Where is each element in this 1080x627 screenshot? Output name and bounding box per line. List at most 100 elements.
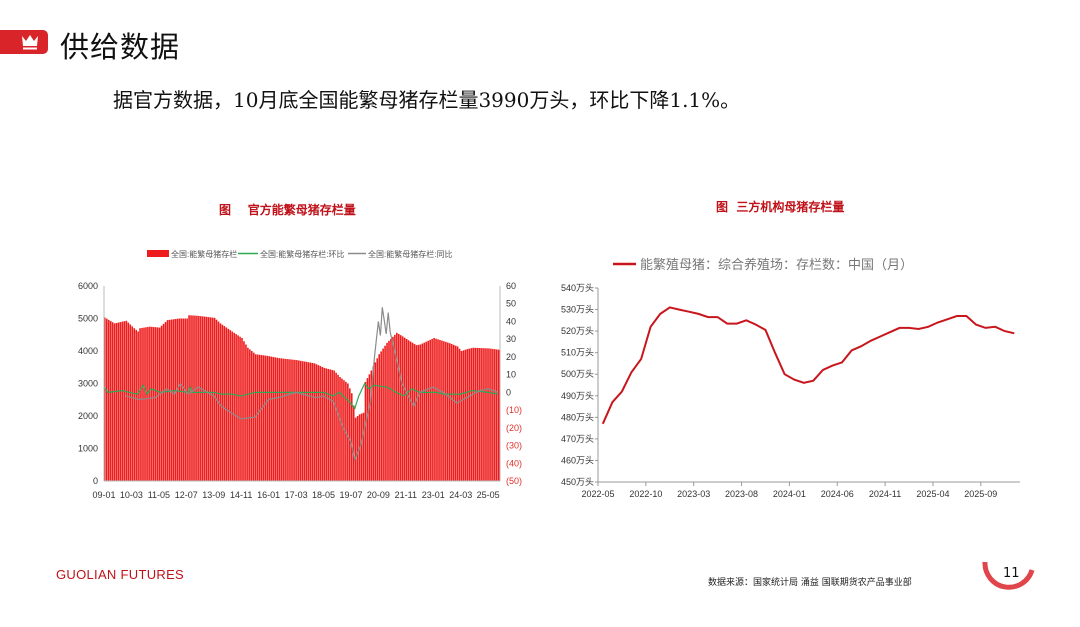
bar [354, 417, 357, 481]
line-series-sow-inventory [601, 306, 1015, 425]
bar [141, 327, 143, 481]
y-tick: 540万头 [561, 283, 594, 293]
bar [137, 331, 139, 481]
bar [211, 317, 214, 481]
crown-icon [22, 35, 38, 50]
bar [307, 362, 310, 481]
bar [133, 328, 135, 481]
bar [411, 342, 414, 481]
bar [303, 361, 306, 481]
y-tick-left: 3000 [78, 379, 98, 389]
bar [278, 358, 281, 481]
bar [482, 348, 484, 481]
bar [366, 378, 369, 481]
bar [329, 369, 331, 481]
x-tick: 2025-04 [916, 489, 949, 499]
bar [251, 351, 253, 481]
x-tick: 2024-11 [869, 489, 901, 499]
bar [282, 358, 284, 481]
bar [294, 359, 296, 481]
bar [174, 319, 177, 481]
bar [258, 354, 261, 481]
brand-name: GUOLIAN FUTURES [56, 567, 185, 582]
y-tick-left: 6000 [78, 281, 98, 291]
bar [186, 318, 188, 481]
bar [407, 340, 410, 481]
x-tick: 2022-10 [629, 489, 662, 499]
bar [162, 323, 165, 481]
bar [470, 348, 473, 481]
bar [192, 315, 194, 481]
bar [143, 327, 145, 481]
bar [245, 344, 247, 481]
bar [460, 351, 463, 481]
y-tick-right: 0 [506, 387, 511, 397]
bar [364, 381, 367, 481]
bar [305, 361, 308, 481]
x-tick: 10-03 [120, 490, 143, 500]
y-tick-right: (50) [506, 476, 522, 486]
bar [396, 332, 398, 481]
bar [388, 340, 390, 481]
x-tick: 23-01 [422, 490, 445, 500]
chart2-third-party-sow-inventory: 能繁殖母猪：综合养殖场：存栏数：中国（月） 450万头 460万头 470万头 480万… [561, 257, 1020, 499]
y-tick: 450万头 [561, 477, 594, 487]
bar [288, 359, 290, 481]
bar [317, 365, 320, 481]
bar [221, 324, 224, 481]
bar [458, 348, 461, 481]
chart1-official-sow-inventory: 全国:能繁母猪存栏 全国:能繁母猪存栏:环比 全国:能繁母猪存栏:同比 0 1000 20… [78, 249, 522, 500]
bar [468, 348, 471, 481]
y-tick-right: 60 [506, 281, 516, 291]
bar [488, 348, 490, 481]
bar [119, 322, 122, 481]
bar [121, 321, 124, 481]
bar [347, 383, 349, 481]
legend-label: 全国:能繁母猪存栏:同比 [368, 249, 452, 259]
bar [476, 347, 478, 481]
x-tick: 16-01 [257, 490, 280, 500]
bar [239, 336, 241, 481]
bar [139, 328, 141, 481]
bar [229, 330, 232, 481]
bar [439, 339, 441, 481]
bar [356, 416, 359, 481]
bar [452, 344, 455, 481]
bar [276, 357, 279, 481]
bar [198, 315, 200, 481]
bar [417, 344, 420, 481]
x-tick: 24-03 [449, 490, 472, 500]
y-tick-left: 4000 [78, 346, 98, 356]
legend-label: 全国:能繁母猪存栏 [171, 249, 237, 259]
x-tick: 17-03 [285, 490, 308, 500]
bar [286, 359, 288, 481]
bar [427, 340, 429, 481]
bar [200, 316, 202, 481]
x-tick: 2025-09 [964, 489, 997, 499]
bar [360, 413, 363, 481]
bar [311, 362, 314, 481]
page-number: 11 [1003, 566, 1020, 581]
bar [168, 319, 171, 481]
bar [235, 334, 237, 481]
bar [497, 349, 500, 481]
bar [380, 351, 382, 481]
bar [203, 316, 206, 481]
bar [339, 377, 341, 481]
y-tick: 480万头 [561, 412, 594, 422]
bar [213, 317, 216, 481]
bar [190, 315, 192, 481]
bar [319, 366, 322, 481]
y-tick-right: 30 [506, 334, 516, 344]
bar [480, 348, 482, 481]
bar [454, 345, 457, 481]
bar [423, 342, 426, 481]
y-tick: 490万头 [561, 391, 594, 401]
bar [178, 318, 181, 481]
bar [494, 349, 496, 481]
bar [333, 370, 335, 481]
bar [202, 316, 204, 481]
bar [327, 368, 330, 481]
bar [474, 347, 477, 481]
bar [194, 315, 196, 481]
